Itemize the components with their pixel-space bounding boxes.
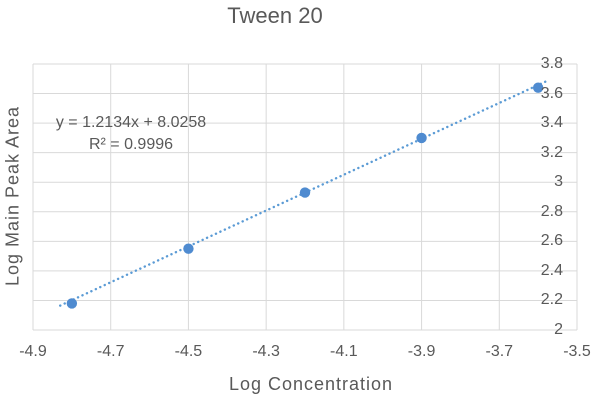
x-axis-title: Log Concentration	[228, 374, 394, 394]
data-point	[66, 298, 78, 309]
x-tick-label: -3.9	[407, 343, 436, 360]
x-tick-label: -3.7	[485, 343, 514, 360]
x-tick-label: -4.5	[174, 343, 203, 360]
y-tick-label: 3.8	[540, 55, 563, 72]
y-tick-label: 2.6	[540, 232, 563, 250]
y-tick-label: 2.4	[540, 261, 563, 279]
y-axis-title: Log Main Peak Area	[2, 105, 23, 287]
trendline-r-squared-text: R² = 0.9996	[88, 136, 174, 153]
y-tick-label: 3.4	[540, 114, 563, 132]
y-tick-label: 2.2	[540, 291, 563, 309]
trendline-equation-text: y = 1.2134x + 8.0258	[55, 114, 207, 131]
y-tick-label: 3	[554, 173, 563, 191]
x-tick-label: -4.3	[252, 343, 280, 360]
y-tick-label: 3.2	[540, 143, 563, 161]
y-tick-label: 3.6	[540, 84, 563, 102]
x-tick-label: -4.9	[19, 343, 47, 360]
x-tick-label: -3.5	[563, 343, 591, 360]
trendline-label: y = 1.2134x + 8.0258 R² = 0.9996	[46, 112, 216, 156]
x-tick-label: -4.1	[330, 343, 358, 360]
data-point	[532, 82, 544, 93]
data-point	[183, 243, 194, 254]
chart-title: Tween 20	[227, 3, 323, 28]
x-tick-label: -4.7	[96, 343, 125, 360]
trendline	[59, 80, 548, 307]
data-point	[416, 132, 427, 144]
y-tick-label: 2.8	[540, 202, 563, 220]
data-point	[299, 187, 311, 198]
y-tick-label: 2	[554, 321, 563, 338]
